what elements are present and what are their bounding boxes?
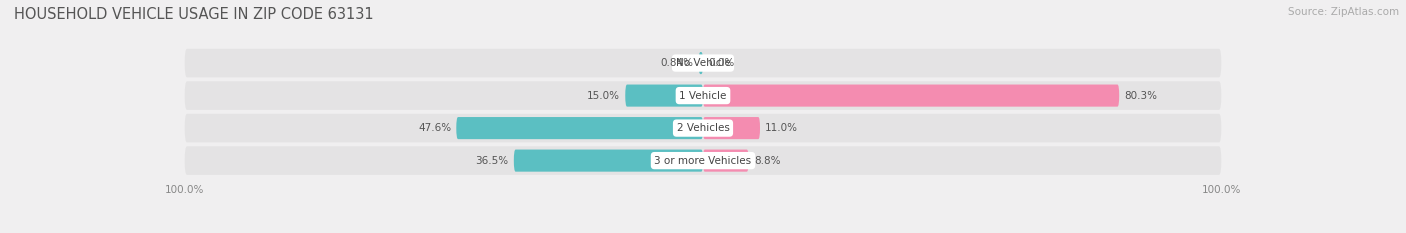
Text: Source: ZipAtlas.com: Source: ZipAtlas.com xyxy=(1288,7,1399,17)
FancyBboxPatch shape xyxy=(184,49,1222,77)
FancyBboxPatch shape xyxy=(184,146,1222,175)
Text: 8.8%: 8.8% xyxy=(754,156,780,166)
Text: HOUSEHOLD VEHICLE USAGE IN ZIP CODE 63131: HOUSEHOLD VEHICLE USAGE IN ZIP CODE 6313… xyxy=(14,7,374,22)
Text: 3 or more Vehicles: 3 or more Vehicles xyxy=(654,156,752,166)
Text: 36.5%: 36.5% xyxy=(475,156,509,166)
Text: 0.84%: 0.84% xyxy=(661,58,693,68)
Legend: Owner-occupied, Renter-occupied: Owner-occupied, Renter-occupied xyxy=(583,230,823,233)
FancyBboxPatch shape xyxy=(184,114,1222,142)
FancyBboxPatch shape xyxy=(184,81,1222,110)
Text: 47.6%: 47.6% xyxy=(418,123,451,133)
FancyBboxPatch shape xyxy=(703,150,748,172)
Text: 15.0%: 15.0% xyxy=(588,91,620,101)
FancyBboxPatch shape xyxy=(513,150,703,172)
FancyBboxPatch shape xyxy=(457,117,703,139)
Text: 0.0%: 0.0% xyxy=(709,58,734,68)
Text: 80.3%: 80.3% xyxy=(1125,91,1157,101)
FancyBboxPatch shape xyxy=(703,117,761,139)
Text: 1 Vehicle: 1 Vehicle xyxy=(679,91,727,101)
FancyBboxPatch shape xyxy=(699,52,703,74)
Text: No Vehicle: No Vehicle xyxy=(675,58,731,68)
FancyBboxPatch shape xyxy=(626,85,703,107)
FancyBboxPatch shape xyxy=(703,85,1119,107)
Text: 11.0%: 11.0% xyxy=(765,123,799,133)
Text: 2 Vehicles: 2 Vehicles xyxy=(676,123,730,133)
